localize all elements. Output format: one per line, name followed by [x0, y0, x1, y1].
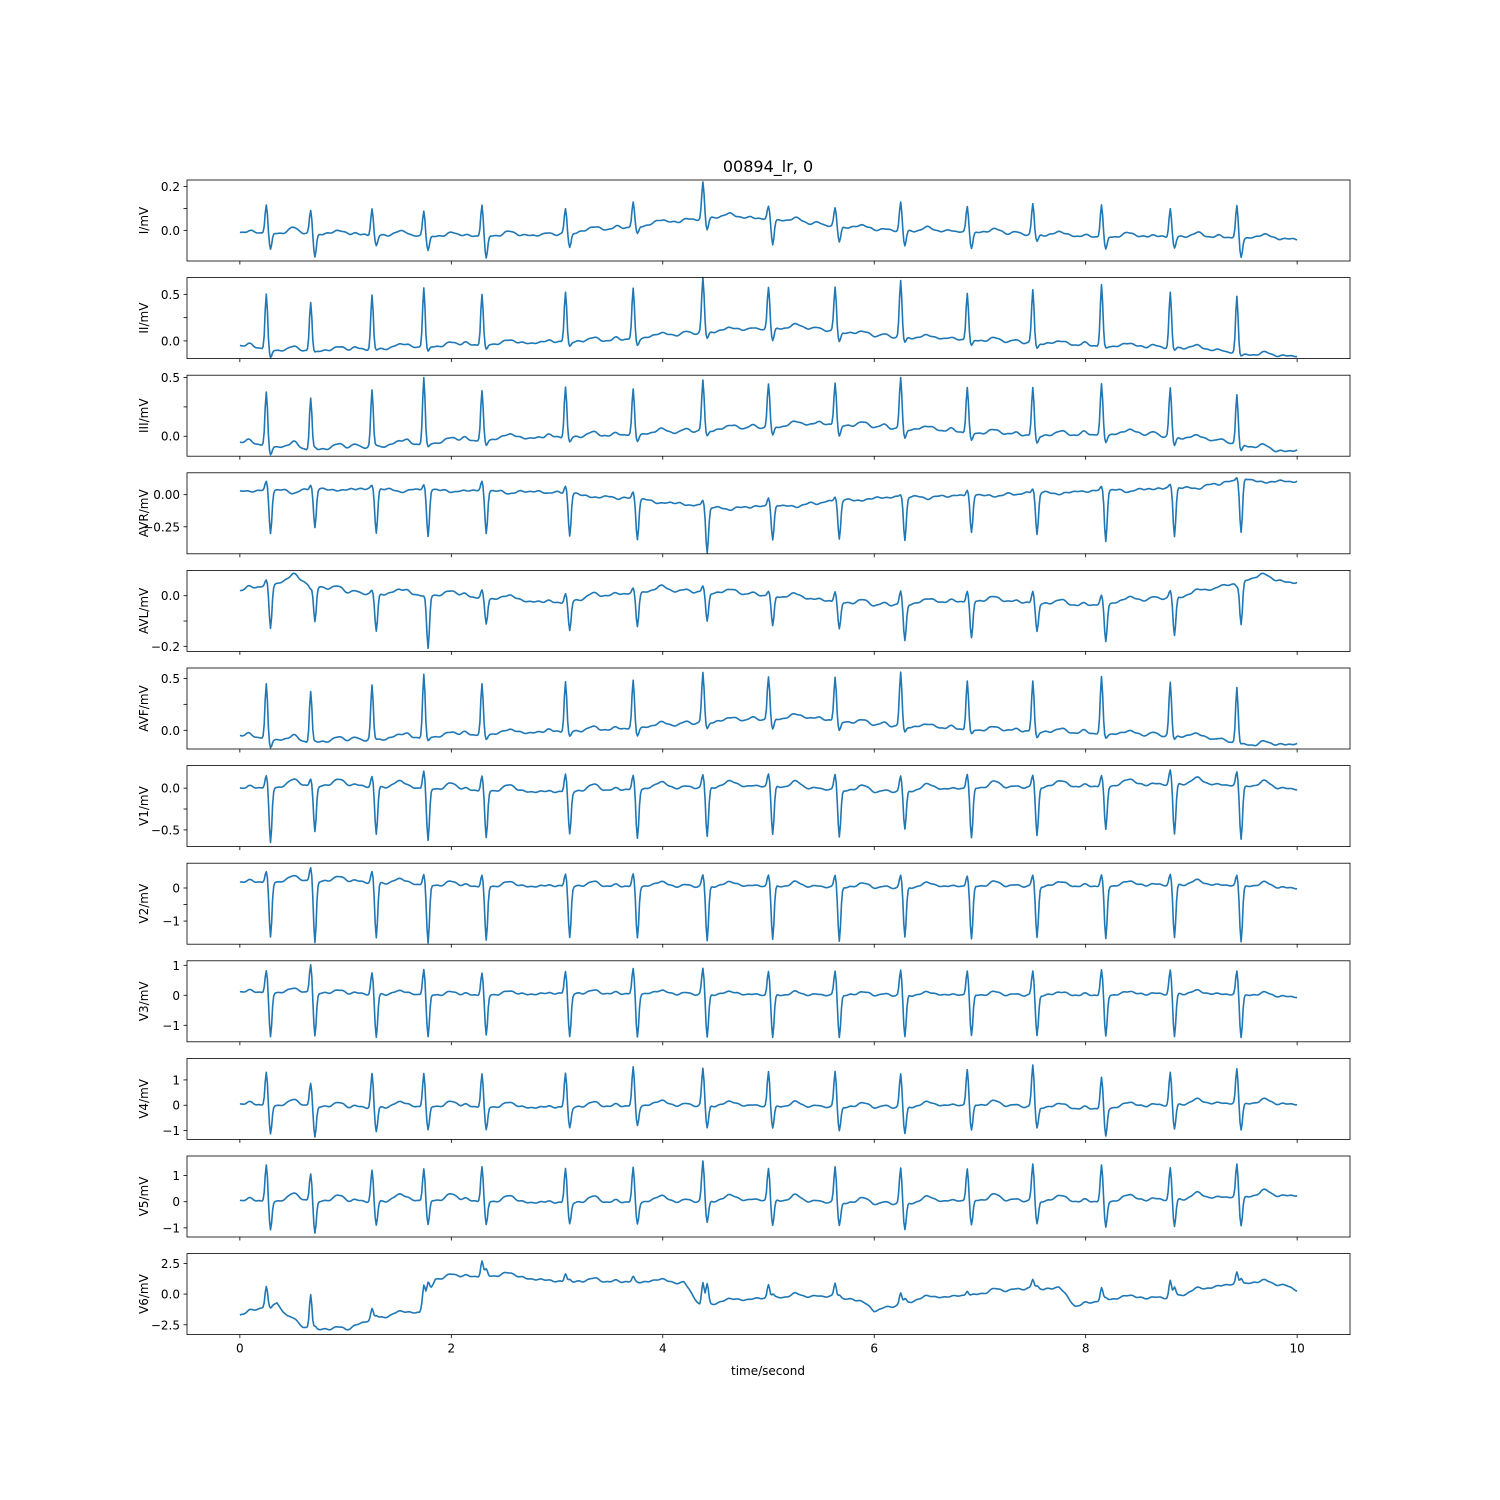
axes-frame [186, 1058, 1351, 1140]
lead-panel-v2: 0 −1 V2/mV [137, 862, 1351, 948]
lead-panel-ii: 0.0 0.5 II/mV [137, 276, 1351, 363]
y-tick-label: −0.2 [151, 640, 180, 654]
ecg-trace-v2 [239, 866, 1298, 944]
ecg-trace-avf [239, 671, 1298, 749]
y-tick-label: 0.00 [153, 488, 180, 502]
y-axis-label: V3/mV [137, 981, 151, 1022]
y-tick-label: 0 [172, 1099, 180, 1113]
lead-panel-v3: −1 0 1 V3/mV [137, 959, 1351, 1046]
y-tick-label: −1 [162, 1124, 180, 1138]
y-axis-label: V1/mV [137, 785, 151, 826]
y-tick-label: 1 [172, 1073, 180, 1087]
x-tick-label: 8 [1082, 1342, 1090, 1356]
y-axis-label: V5/mV [137, 1176, 151, 1217]
y-tick-label: 1 [172, 959, 180, 973]
lead-panel-iii: 0.0 0.5 III/mV [137, 371, 1351, 460]
axes-frame [186, 765, 1351, 847]
figure-title: 00894_lr, 0 [723, 157, 813, 177]
axes-frame [186, 960, 1351, 1043]
y-tick-label: 2.5 [161, 1257, 180, 1271]
y-tick-label: −1 [162, 1221, 180, 1235]
y-tick-label: 0.5 [161, 672, 180, 686]
axes-frame [186, 374, 1351, 457]
y-tick-label: −1 [162, 1019, 180, 1033]
lead-panel-v4: −1 0 1 V4/mV [137, 1058, 1351, 1143]
y-tick-label: −2.5 [151, 1318, 180, 1332]
x-tick-label: 4 [659, 1342, 667, 1356]
lead-panel-v1: 0.0 −0.5V1/mV [137, 765, 1351, 851]
y-tick-label: 0 [172, 881, 180, 895]
y-tick-label: 0.5 [161, 371, 180, 385]
y-tick-label: 0.0 [161, 224, 180, 238]
y-tick-label: 0.2 [161, 180, 180, 194]
x-tick-label: 2 [447, 1342, 455, 1356]
axes-frame [186, 1155, 1351, 1238]
ecg-trace-v6 [239, 1260, 1298, 1331]
lead-panel-avf: 0.0 0.5 AVF/mV [137, 667, 1351, 753]
y-axis-label: V4/mV [137, 1078, 151, 1119]
y-tick-label: 0.0 [161, 782, 180, 796]
lead-panel-i: 0.0 0.2 I/mV [137, 179, 1351, 265]
y-axis-label: AVF/mV [137, 684, 151, 731]
ecg-trace-avr [239, 477, 1298, 554]
y-tick-label: 0.0 [161, 430, 180, 444]
y-axis-label: V2/mV [137, 883, 151, 924]
y-tick-label: 1 [172, 1169, 180, 1183]
y-axis-label: AVL/mV [137, 587, 151, 634]
ecg-trace-v4 [239, 1064, 1298, 1138]
y-tick-label: 0.0 [161, 724, 180, 738]
y-tick-label: 0.0 [161, 589, 180, 603]
y-tick-label: 0 [172, 989, 180, 1003]
x-tick-label: 10 [1289, 1342, 1304, 1356]
y-tick-label: 0 [172, 1195, 180, 1209]
axes-frame [186, 862, 1351, 945]
ecg-trace-ii [239, 276, 1298, 359]
axes-frame [186, 667, 1351, 750]
y-tick-label: −0.25 [143, 520, 180, 534]
y-tick-label: 0.5 [161, 288, 180, 302]
lead-panels: 0.00.2I/mV0.00.5II/mV0.00.5III/mV0.00−0.… [137, 179, 1351, 1356]
y-tick-label: 0.0 [161, 1288, 180, 1302]
y-tick-label: −0.5 [151, 823, 180, 837]
y-axis-label: II/mV [137, 302, 151, 334]
x-tick-label: 6 [870, 1342, 878, 1356]
y-axis-label: V6/mV [137, 1273, 151, 1314]
ecg-trace-avl [239, 572, 1298, 650]
ecg-trace-v5 [239, 1160, 1298, 1234]
ecg-trace-i [239, 181, 1298, 259]
ecg-trace-v1 [239, 769, 1298, 844]
y-axis-label: I/mV [137, 206, 151, 234]
axes-frame [186, 570, 1351, 652]
x-axis-label: time/second [731, 1364, 805, 1378]
lead-panel-v6: −2.5 0.0 2.5 V6/mV 0 2 4 6 8 10 [137, 1253, 1351, 1356]
axes-frame [186, 472, 1351, 555]
axes-frame [186, 179, 1351, 262]
y-tick-label: −1 [162, 915, 180, 929]
ecg-trace-iii [239, 376, 1298, 456]
x-tick-label: 0 [236, 1342, 244, 1356]
y-tick-label: 0.0 [161, 334, 180, 348]
y-axis-label: AVR/mV [137, 489, 151, 538]
ecg-trace-v3 [239, 963, 1298, 1039]
axes-frame [186, 277, 1351, 360]
lead-panel-v5: −1 0 1 V5/mV [137, 1155, 1351, 1241]
y-axis-label: III/mV [137, 398, 151, 433]
